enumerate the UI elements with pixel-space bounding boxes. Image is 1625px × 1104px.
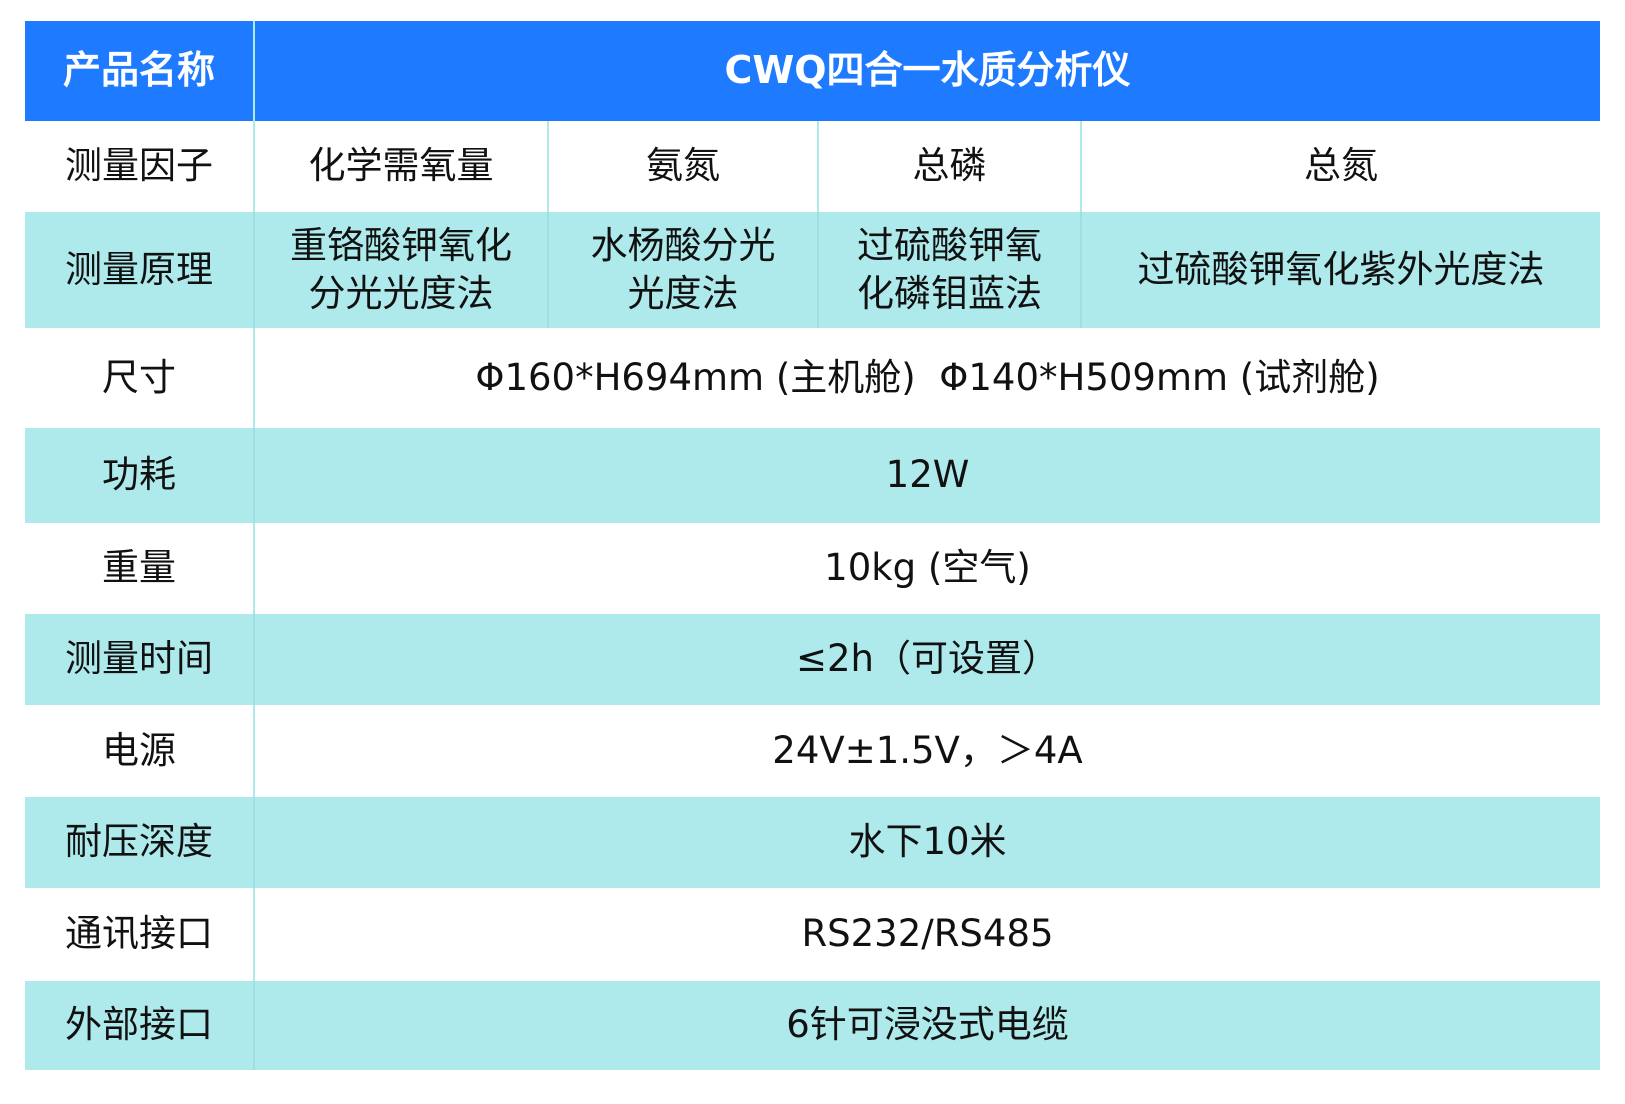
principle-tp: 过硫酸钾氧 化磷钼蓝法 <box>819 212 1082 328</box>
principle-tn: 过硫酸钾氧化紫外光度法 <box>1082 212 1600 328</box>
power-label: 功耗 <box>25 428 255 523</box>
external-interface-label: 外部接口 <box>25 981 255 1070</box>
product-name-value: CWQ四合一水质分析仪 <box>255 21 1600 121</box>
weight-label: 重量 <box>25 523 255 614</box>
principles-label: 测量原理 <box>25 212 255 328</box>
power-value: 12W <box>255 428 1600 523</box>
factors-label: 测量因子 <box>25 121 255 212</box>
product-name-label: 产品名称 <box>25 21 255 121</box>
size-value: Φ160*H694mm (主机舱) Φ140*H509mm (试剂舱) <box>255 328 1600 428</box>
factor-tp: 总磷 <box>819 121 1082 212</box>
power-supply-value: 24V±1.5V，＞4A <box>255 705 1600 797</box>
depth-value: 水下10米 <box>255 797 1600 888</box>
depth-label: 耐压深度 <box>25 797 255 888</box>
factor-ammonia: 氨氮 <box>549 121 819 212</box>
external-interface-value: 6针可浸没式电缆 <box>255 981 1600 1070</box>
weight-value: 10kg (空气) <box>255 523 1600 614</box>
size-label: 尺寸 <box>25 328 255 428</box>
comm-value: RS232/RS485 <box>255 888 1600 981</box>
factor-cod: 化学需氧量 <box>255 121 549 212</box>
comm-label: 通讯接口 <box>25 888 255 981</box>
principle-ammonia: 水杨酸分光 光度法 <box>549 212 819 328</box>
principle-cod: 重铬酸钾氧化 分光光度法 <box>255 212 549 328</box>
power-supply-label: 电源 <box>25 705 255 797</box>
measure-time-value: ≤2h（可设置） <box>255 614 1600 705</box>
factor-tn: 总氮 <box>1082 121 1600 212</box>
measure-time-label: 测量时间 <box>25 614 255 705</box>
spec-table: 产品名称 CWQ四合一水质分析仪 测量因子 化学需氧量 氨氮 总磷 总氮 测量原… <box>25 21 1600 1070</box>
